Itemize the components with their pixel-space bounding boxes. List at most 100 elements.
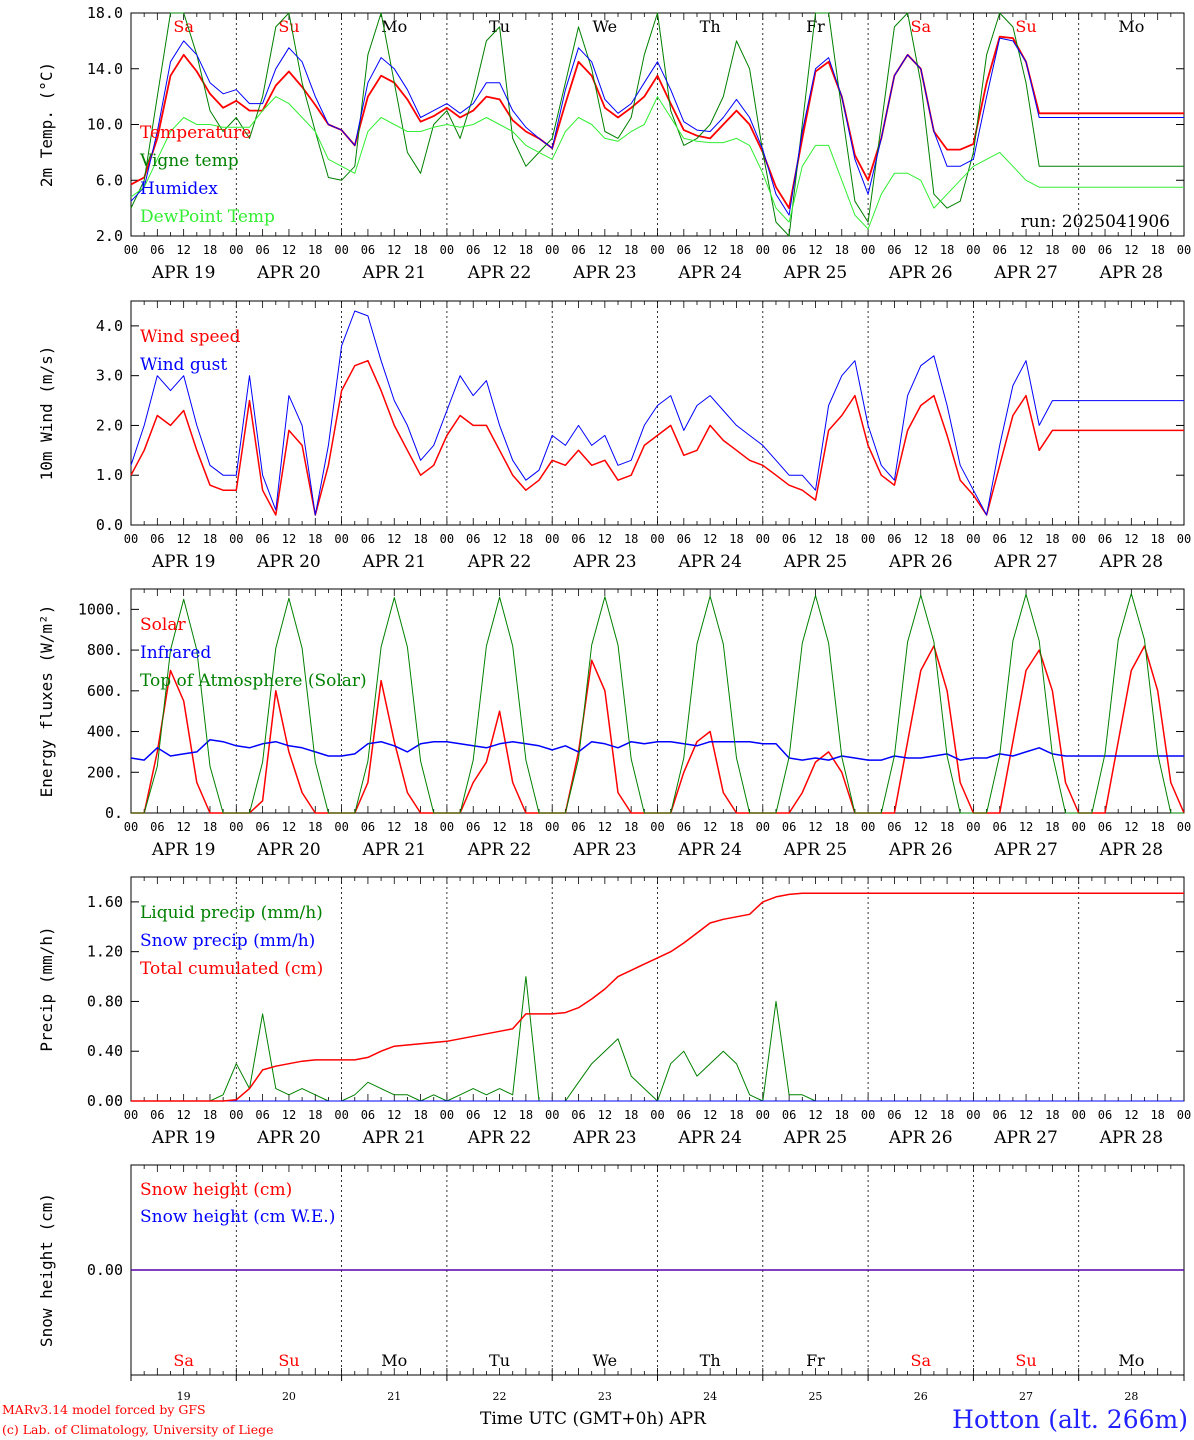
hour-tick-label: 12 [914, 1108, 928, 1122]
legend-entry: Vigne temp [139, 151, 239, 171]
hour-tick-label: 12 [808, 243, 822, 257]
hour-tick-label: 00 [756, 532, 770, 546]
hour-tick-label: 00 [1177, 243, 1191, 257]
day-number-label: 22 [493, 1390, 507, 1403]
hour-tick-label: 00 [861, 243, 875, 257]
hour-tick-label: 00 [650, 1108, 664, 1122]
hour-tick-label: 06 [466, 532, 480, 546]
y-tick-label: 0.00 [87, 1092, 123, 1110]
y-tick-label: 1.60 [87, 893, 123, 911]
weekday-label: Mo [381, 17, 407, 36]
hour-tick-label: 00 [756, 820, 770, 834]
date-label: APR 26 [888, 552, 953, 572]
hour-tick-label: 00 [650, 532, 664, 546]
hour-tick-label: 12 [598, 820, 612, 834]
hour-tick-label: 00 [545, 1108, 559, 1122]
hour-tick-label: 00 [124, 532, 138, 546]
legend-entry: Snow height (cm) [140, 1180, 292, 1200]
hour-tick-label: 00 [334, 1108, 348, 1122]
bottom-weekday-label: Mo [381, 1351, 407, 1370]
hour-tick-label: 12 [808, 532, 822, 546]
hour-tick-label: 18 [519, 532, 533, 546]
y-tick-label: 200. [87, 763, 123, 781]
y-tick-label: 0.00 [87, 1261, 123, 1279]
weekday-label: We [593, 17, 618, 36]
hour-tick-label: 00 [966, 532, 980, 546]
series-line-infrared [130, 738, 1184, 761]
hour-tick-label: 12 [1124, 1108, 1138, 1122]
hour-tick-label: 00 [650, 820, 664, 834]
hour-tick-label: 18 [940, 820, 954, 834]
hour-tick-label: 00 [124, 820, 138, 834]
date-label: APR 26 [888, 1128, 953, 1148]
hour-tick-label: 12 [598, 532, 612, 546]
hour-tick-label: 12 [914, 243, 928, 257]
hour-tick-label: 18 [413, 1108, 427, 1122]
hour-tick-label: 06 [571, 243, 585, 257]
date-label: APR 24 [677, 840, 742, 860]
hour-tick-label: 12 [1019, 243, 1033, 257]
hour-tick-label: 12 [176, 243, 190, 257]
hour-tick-label: 12 [914, 532, 928, 546]
hour-tick-label: 00 [861, 820, 875, 834]
bottom-weekday-label: Sa [173, 1351, 194, 1370]
y-tick-label: 1.20 [87, 943, 123, 961]
hour-tick-label: 18 [1150, 820, 1164, 834]
run-annotation: run: 2025041906 [1021, 212, 1170, 232]
hour-tick-label: 18 [729, 532, 743, 546]
hour-tick-label: 00 [1071, 532, 1085, 546]
weekday-label: Th [700, 17, 721, 36]
hour-tick-label: 00 [756, 1108, 770, 1122]
hour-tick-label: 00 [334, 532, 348, 546]
date-label: APR 26 [888, 840, 953, 860]
day-number-label: 20 [282, 1390, 296, 1403]
hour-tick-label: 06 [887, 1108, 901, 1122]
hour-tick-label: 06 [255, 243, 269, 257]
x-axis-title: Time UTC (GMT+0h) APR [480, 1409, 707, 1429]
hour-tick-label: 12 [176, 1108, 190, 1122]
legend-entry: Top of Atmosphere (Solar) [140, 671, 367, 691]
panel-energy: 0. 200. 400. 600. 800. 1000. Energy fluxes (W/… [37, 588, 1191, 860]
hour-tick-label: 06 [887, 820, 901, 834]
hour-tick-label: 12 [492, 532, 506, 546]
y-tick-label: 1.0 [96, 466, 123, 484]
hour-tick-label: 00 [966, 820, 980, 834]
hour-tick-label: 00 [545, 243, 559, 257]
hour-tick-label: 06 [571, 532, 585, 546]
hour-tick-label: 12 [492, 820, 506, 834]
hour-tick-label: 00 [1071, 820, 1085, 834]
legend-entry: Temperature [140, 123, 251, 143]
hour-tick-label: 06 [677, 1108, 691, 1122]
hour-tick-label: 12 [492, 1108, 506, 1122]
legend-entry: Liquid precip (mm/h) [140, 903, 323, 923]
hour-tick-label: 00 [440, 243, 454, 257]
day-number-label: 28 [1124, 1390, 1138, 1403]
series-line-top-of-atmosphere-solar- [131, 593, 1184, 814]
panel-snow: 0.00 Snow height (cm) Snow height (cm) Snow… [37, 1164, 1185, 1376]
hour-tick-label: 18 [835, 532, 849, 546]
hour-tick-label: 18 [308, 820, 322, 834]
hour-tick-label: 06 [150, 243, 164, 257]
hour-tick-label: 18 [519, 1108, 533, 1122]
date-label: APR 21 [361, 263, 426, 283]
hour-tick-label: 12 [1124, 820, 1138, 834]
hour-tick-label: 00 [966, 1108, 980, 1122]
hour-tick-label: 12 [703, 243, 717, 257]
date-label: APR 25 [783, 840, 848, 860]
series-line-wind-gust [130, 310, 1184, 516]
date-label: APR 22 [467, 263, 532, 283]
weekday-label: Sa [173, 17, 194, 36]
y-axis-label: Energy fluxes (W/m²) [37, 605, 56, 798]
hour-tick-label: 12 [492, 243, 506, 257]
hour-tick-label: 06 [677, 820, 691, 834]
hour-tick-label: 06 [361, 820, 375, 834]
legend-entry: Total cumulated (cm) [140, 959, 323, 979]
hour-tick-label: 18 [835, 820, 849, 834]
hour-tick-label: 06 [571, 1108, 585, 1122]
hour-tick-label: 12 [176, 532, 190, 546]
bottom-weekday-label: We [593, 1351, 618, 1370]
hour-tick-label: 18 [1150, 243, 1164, 257]
hour-tick-label: 12 [598, 243, 612, 257]
hour-tick-label: 18 [835, 243, 849, 257]
